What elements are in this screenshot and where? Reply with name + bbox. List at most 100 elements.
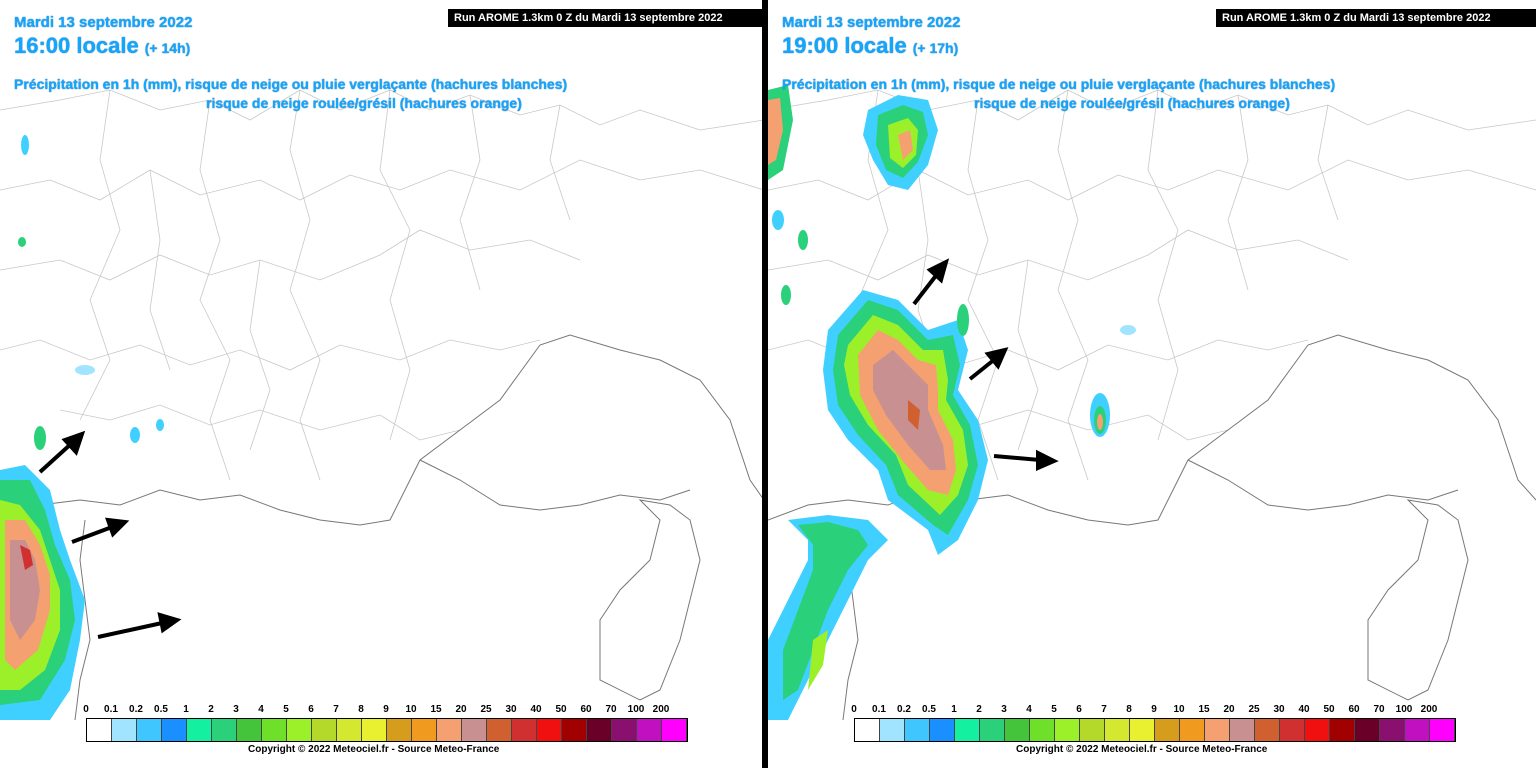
legend-label: 6: [308, 704, 314, 715]
legend-bar: [854, 718, 1456, 742]
legend-swatch: [137, 719, 162, 741]
legend-label: 10: [1173, 704, 1185, 715]
time-value: 19:00 locale: [782, 33, 907, 58]
legend-swatch: [1105, 719, 1130, 741]
map-panel-1900: Run AROME 1.3km 0 Z du Mardi 13 septembr…: [768, 0, 1536, 768]
precipitation-area: [0, 135, 164, 720]
legend-bar: [86, 718, 688, 742]
legend-label: 7: [1101, 704, 1107, 715]
legend-label: 0.1: [872, 704, 886, 715]
legend-swatch: [437, 719, 462, 741]
legend-swatch: [662, 719, 687, 741]
legend-swatch: [1255, 719, 1280, 741]
legend-swatch: [1055, 719, 1080, 741]
legend-swatch: [187, 719, 212, 741]
legend-swatch: [212, 719, 237, 741]
legend-swatch: [1130, 719, 1155, 741]
legend-label: 40: [530, 704, 542, 715]
precipitation-area: [768, 85, 1136, 720]
panel-divider: [762, 0, 768, 768]
legend-label: 4: [1026, 704, 1032, 715]
legend-label: 10: [405, 704, 417, 715]
description-line1: Précipitation en 1h (mm), risque de neig…: [782, 76, 1336, 92]
legend-label: 7: [333, 704, 339, 715]
legend-swatch: [1005, 719, 1030, 741]
legend-swatch: [587, 719, 612, 741]
description-line2: risque de neige roulée/grésil (hachures …: [974, 95, 1290, 111]
legend-swatch: [537, 719, 562, 741]
legend-label: 2: [208, 704, 214, 715]
legend-swatch: [1230, 719, 1255, 741]
legend-label: 5: [1051, 704, 1057, 715]
legend-swatch: [855, 719, 880, 741]
legend-swatch: [1430, 719, 1455, 741]
legend-label: 15: [430, 704, 442, 715]
legend-label: 2: [976, 704, 982, 715]
legend-swatch: [1180, 719, 1205, 741]
legend-label: 70: [605, 704, 617, 715]
legend-swatch: [487, 719, 512, 741]
legend-swatch: [1380, 719, 1405, 741]
legend-swatch: [1155, 719, 1180, 741]
coastline: [0, 334, 764, 721]
legend-swatch: [1205, 719, 1230, 741]
legend-swatch: [337, 719, 362, 741]
legend-label: 6: [1076, 704, 1082, 715]
legend-swatch: [387, 719, 412, 741]
legend-swatch: [1355, 719, 1380, 741]
legend-label: 0: [851, 704, 857, 715]
legend-label: 3: [1001, 704, 1007, 715]
legend-swatch: [880, 719, 905, 741]
legend-swatch: [955, 719, 980, 741]
legend-swatch: [112, 719, 137, 741]
legend-swatch: [462, 719, 487, 741]
legend-swatch: [980, 719, 1005, 741]
legend-swatch: [1080, 719, 1105, 741]
legend-swatch: [905, 719, 930, 741]
legend-label: 60: [580, 704, 592, 715]
legend-swatch: [412, 719, 437, 741]
legend-label: 25: [480, 704, 492, 715]
legend-label: 15: [1198, 704, 1210, 715]
run-info: Run AROME 1.3km 0 Z du Mardi 13 septembr…: [1216, 9, 1536, 27]
legend-label: 30: [1273, 704, 1285, 715]
legend-label: 70: [1373, 704, 1385, 715]
precipitation-map: [768, 85, 1536, 721]
legend-label: 40: [1298, 704, 1310, 715]
legend-swatch: [1280, 719, 1305, 741]
legend-label: 0.2: [129, 704, 143, 715]
legend-swatch: [87, 719, 112, 741]
copyright: Copyright © 2022 Meteociel.fr - Source M…: [248, 744, 500, 755]
legend-label: 1: [183, 704, 189, 715]
legend-label: 4: [258, 704, 264, 715]
legend-label: 5: [283, 704, 289, 715]
time-label: 16:00 locale (+ 14h): [14, 33, 190, 59]
legend-swatch: [312, 719, 337, 741]
run-info: Run AROME 1.3km 0 Z du Mardi 13 septembr…: [448, 9, 764, 27]
map-panel-1600: Run AROME 1.3km 0 Z du Mardi 13 septembr…: [0, 0, 764, 768]
legend-label: 0.5: [922, 704, 936, 715]
legend-label: 0.1: [104, 704, 118, 715]
legend-swatch: [930, 719, 955, 741]
date-label: Mardi 13 septembre 2022: [782, 14, 961, 31]
legend-swatch: [362, 719, 387, 741]
legend-swatch: [1305, 719, 1330, 741]
legend-label: 30: [505, 704, 517, 715]
legend-swatch: [262, 719, 287, 741]
legend-label: 60: [1348, 704, 1360, 715]
legend-label: 9: [1151, 704, 1157, 715]
legend-label: 100: [1395, 704, 1413, 715]
legend-label: 25: [1248, 704, 1260, 715]
legend-swatch: [1030, 719, 1055, 741]
legend-label: 100: [627, 704, 645, 715]
legend-label: 200: [1420, 704, 1438, 715]
legend-label: 9: [383, 704, 389, 715]
legend-swatch: [1330, 719, 1355, 741]
legend-swatch: [562, 719, 587, 741]
legend-label: 0.2: [897, 704, 911, 715]
copyright: Copyright © 2022 Meteociel.fr - Source M…: [1016, 744, 1268, 755]
legend-swatch: [612, 719, 637, 741]
legend-label: 50: [1323, 704, 1335, 715]
lead-time: (+ 17h): [912, 40, 959, 56]
time-value: 16:00 locale: [14, 33, 139, 58]
